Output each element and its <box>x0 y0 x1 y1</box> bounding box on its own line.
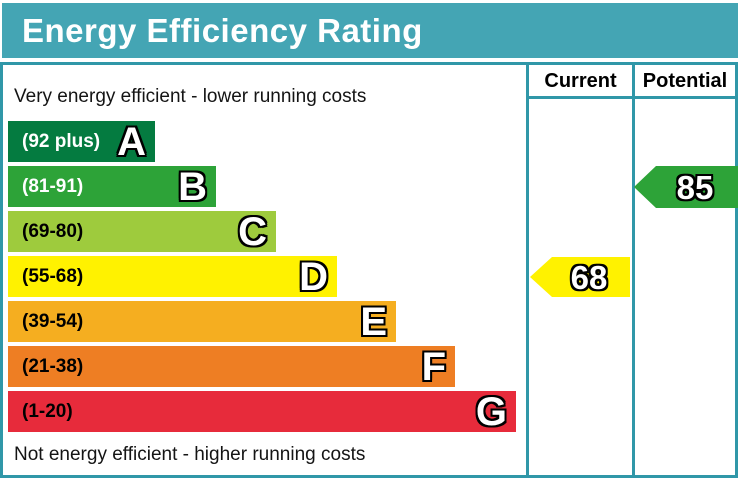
band-letter: D <box>299 254 328 299</box>
band-letter: B <box>178 164 207 209</box>
band-range-label: (69-80) <box>22 220 84 242</box>
band-row-g: (1-20) G <box>8 391 516 432</box>
band-row-a: (92 plus) A <box>8 121 155 162</box>
potential-rating-value: 85 <box>676 168 714 206</box>
band-row-b: (81-91) B <box>8 166 216 207</box>
band-range-label: (1-20) <box>22 400 73 422</box>
band-letter: G <box>475 389 507 434</box>
top-caption: Very energy efficient - lower running co… <box>14 86 367 107</box>
column-header-underline <box>529 96 735 99</box>
band-row-d: (55-68) D <box>8 256 337 297</box>
band-row-c: (69-80) C <box>8 211 276 252</box>
band-letter: E <box>360 299 387 344</box>
bottom-caption: Not energy efficient - higher running co… <box>14 444 366 465</box>
page-title: Energy Efficiency Rating <box>22 11 423 49</box>
band-range-label: (39-54) <box>22 310 84 332</box>
current-rating-arrow: 68 <box>530 257 630 297</box>
current-column-header: Current <box>544 69 617 92</box>
potential-column-divider <box>632 65 635 475</box>
rating-board <box>0 62 738 478</box>
band-letter: A <box>117 119 146 164</box>
current-column-divider <box>526 65 529 475</box>
band-letter: C <box>238 209 267 254</box>
band-range-label: (81-91) <box>22 175 84 197</box>
potential-rating-arrow: 85 <box>634 166 738 208</box>
band-range-label: (55-68) <box>22 265 84 287</box>
title-bar: Energy Efficiency Rating <box>2 3 738 58</box>
band-row-e: (39-54) E <box>8 301 396 342</box>
potential-column-header: Potential <box>642 69 728 92</box>
band-range-label: (92 plus) <box>22 130 101 152</box>
current-rating-value: 68 <box>570 258 608 296</box>
band-row-f: (21-38) F <box>8 346 455 387</box>
band-range-label: (21-38) <box>22 355 84 377</box>
band-letter: F <box>421 344 446 389</box>
rating-bands: (92 plus) A (81-91) B (69-80) C (55-68) … <box>8 121 516 432</box>
